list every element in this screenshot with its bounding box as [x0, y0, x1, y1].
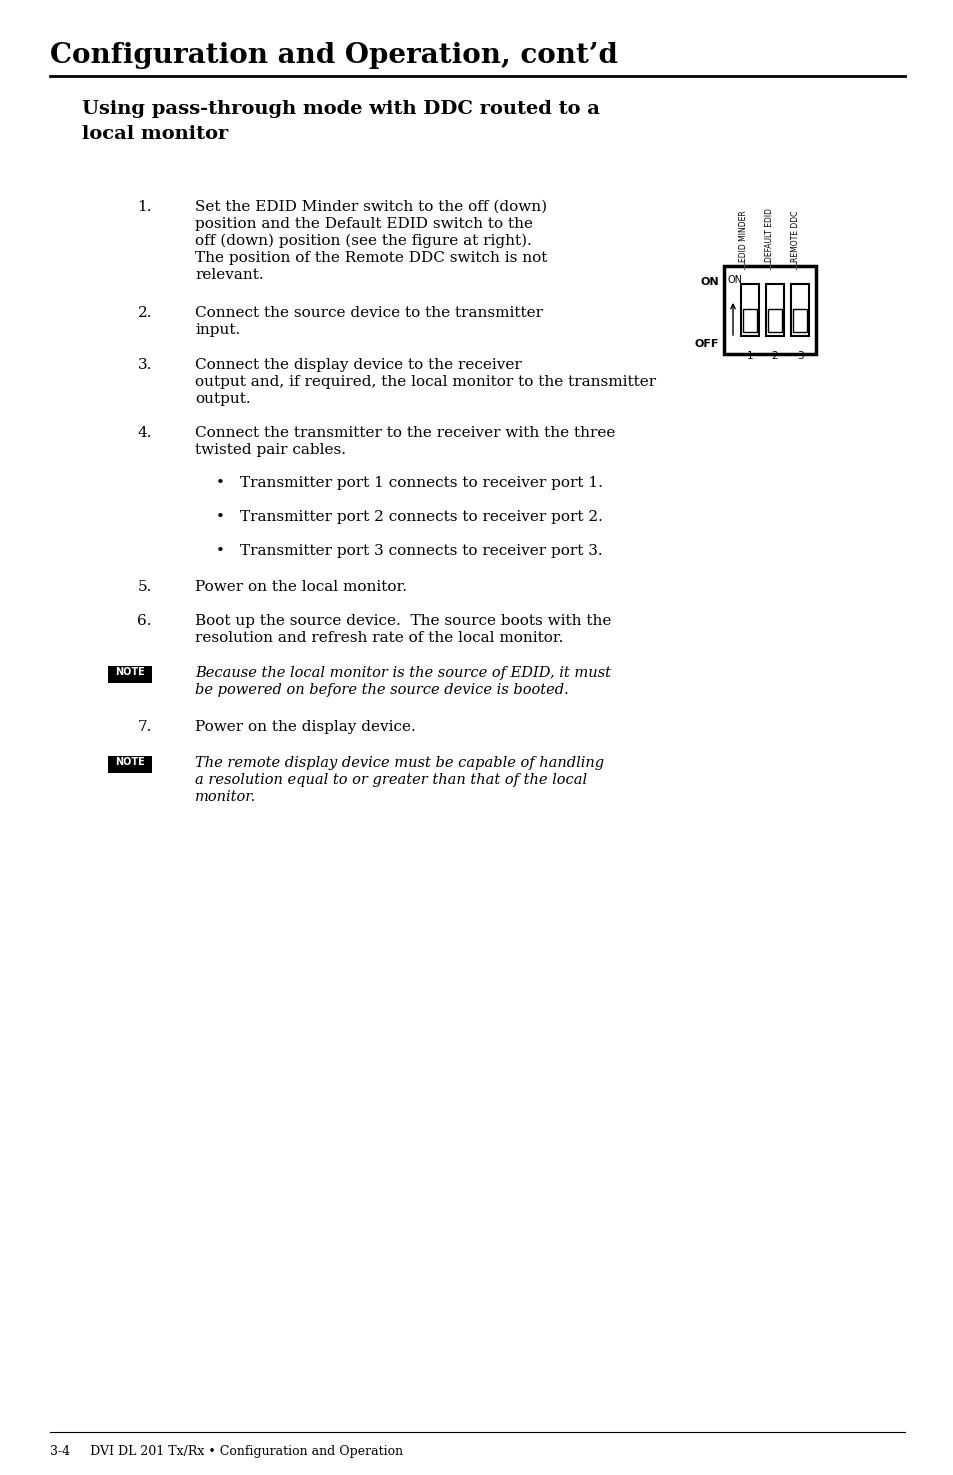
Bar [767, 310, 781, 332]
Text: 5.: 5. [137, 580, 152, 594]
Text: 3: 3 [796, 351, 802, 361]
Text: Transmitter port 2 connects to receiver port 2.: Transmitter port 2 connects to receiver … [240, 510, 602, 524]
Text: Because the local monitor is the source of EDID, it must: Because the local monitor is the source … [194, 667, 610, 680]
Text: Transmitter port 3 connects to receiver port 3.: Transmitter port 3 connects to receiver … [240, 544, 602, 558]
Text: output.: output. [194, 392, 251, 406]
Bar [790, 285, 808, 336]
Text: NOTE: NOTE [115, 757, 145, 767]
Text: 4.: 4. [137, 426, 152, 440]
Text: Using pass-through mode with DDC routed to a: Using pass-through mode with DDC routed … [82, 100, 599, 118]
Text: 3.: 3. [137, 358, 152, 372]
Text: OFF: OFF [694, 339, 719, 350]
Text: Transmitter port 1 connects to receiver port 1.: Transmitter port 1 connects to receiver … [240, 476, 602, 490]
Bar [742, 310, 757, 332]
Text: DEFAULT EDID: DEFAULT EDID [764, 208, 774, 263]
Text: Power on the local monitor.: Power on the local monitor. [194, 580, 407, 594]
Text: Boot up the source device.  The source boots with the: Boot up the source device. The source bo… [194, 614, 611, 628]
Text: NOTE: NOTE [115, 667, 145, 677]
Text: monitor.: monitor. [194, 791, 256, 804]
Text: REMOTE DDC: REMOTE DDC [791, 211, 800, 263]
Text: 3-4     DVI DL 201 Tx/Rx • Configuration and Operation: 3-4 DVI DL 201 Tx/Rx • Configuration and… [50, 1446, 403, 1457]
Text: EDID MINDER: EDID MINDER [739, 211, 748, 263]
Text: 1: 1 [746, 351, 753, 361]
Text: ON: ON [727, 274, 742, 285]
Text: The remote display device must be capable of handling: The remote display device must be capabl… [194, 757, 603, 770]
Text: •: • [215, 544, 224, 558]
Bar [765, 285, 783, 336]
Text: resolution and refresh rate of the local monitor.: resolution and refresh rate of the local… [194, 631, 563, 645]
Text: ON: ON [700, 277, 719, 288]
Bar [108, 667, 152, 683]
Bar [792, 310, 806, 332]
Text: off (down) position (see the figure at right).: off (down) position (see the figure at r… [194, 235, 532, 248]
Text: output and, if required, the local monitor to the transmitter: output and, if required, the local monit… [194, 375, 656, 389]
Text: relevant.: relevant. [194, 268, 263, 282]
Bar [108, 757, 152, 773]
Text: be powered on before the source device is booted.: be powered on before the source device i… [194, 683, 568, 698]
Text: 2: 2 [771, 351, 778, 361]
Text: Connect the transmitter to the receiver with the three: Connect the transmitter to the receiver … [194, 426, 615, 440]
Text: twisted pair cables.: twisted pair cables. [194, 442, 346, 457]
Text: Set the EDID Minder switch to the off (down): Set the EDID Minder switch to the off (d… [194, 201, 547, 214]
Text: position and the Default EDID switch to the: position and the Default EDID switch to … [194, 217, 533, 232]
Text: Power on the display device.: Power on the display device. [194, 720, 416, 735]
Text: input.: input. [194, 323, 240, 336]
Bar [723, 266, 815, 354]
Text: 7.: 7. [137, 720, 152, 735]
Text: •: • [215, 476, 224, 490]
Text: local monitor: local monitor [82, 125, 228, 143]
Text: Connect the display device to the receiver: Connect the display device to the receiv… [194, 358, 521, 372]
Text: a resolution equal to or greater than that of the local: a resolution equal to or greater than th… [194, 773, 586, 788]
Text: 6.: 6. [137, 614, 152, 628]
Text: 2.: 2. [137, 305, 152, 320]
Text: 1.: 1. [137, 201, 152, 214]
Text: Configuration and Operation, cont’d: Configuration and Operation, cont’d [50, 41, 618, 69]
Text: •: • [215, 510, 224, 524]
Text: Connect the source device to the transmitter: Connect the source device to the transmi… [194, 305, 542, 320]
Bar [740, 285, 759, 336]
Text: The position of the Remote DDC switch is not: The position of the Remote DDC switch is… [194, 251, 547, 266]
